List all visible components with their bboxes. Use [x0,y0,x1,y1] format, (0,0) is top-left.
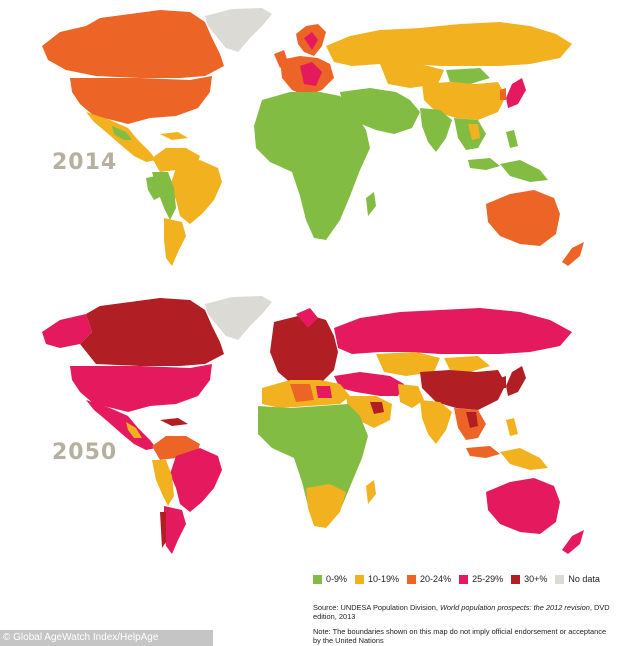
legend-label: 0-9% [326,574,348,584]
australia [486,478,560,534]
central-america [126,422,142,438]
cuba [160,418,188,426]
thailand-red [466,412,478,428]
legend-label: 30+% [524,574,548,584]
legend-swatch [355,574,365,584]
source-prefix: Source: UNDESA Population Division, [313,603,440,612]
chile-argentina [164,506,186,554]
greenland [205,8,272,52]
year-label-2014: 2014 [52,150,118,175]
legend-label: 25-29% [472,574,504,584]
legend-label: 20-24% [420,574,452,584]
source-text: Source: UNDESA Population Division, Worl… [313,603,613,621]
usa [70,364,212,412]
turkey-iran [334,372,404,396]
new-zealand [562,242,584,266]
philippines [506,418,518,436]
legend-item: 20-24% [407,574,451,584]
korea [500,376,506,388]
world-map-2050 [42,296,584,554]
mongolia-green [446,68,490,84]
russia [334,308,572,354]
source-title: World population prospects: the 2012 rev… [439,603,590,612]
legend-item: 30+% [511,574,547,584]
chile-red [160,512,166,548]
central-europe-pink [300,62,322,86]
china [420,370,506,410]
korea [500,88,506,100]
philippines [506,130,518,148]
south-cone [164,218,186,266]
indonesia-1 [468,158,500,170]
madagascar [366,192,376,216]
alaska [42,314,92,348]
mongolia [444,356,490,372]
legend-swatch [555,574,565,584]
andes-yellow [152,460,174,506]
scandinavia-pink [304,32,318,50]
legend-item: 10-19% [355,574,399,584]
gulf-red [370,402,384,414]
source-suffix: , DVD edition, 2013 [313,603,610,622]
world-map-2014 [42,8,584,266]
year-label-2050: 2050 [52,440,118,465]
central-america-green [112,126,132,140]
indonesia-2 [500,160,548,182]
indonesia-2 [500,448,548,470]
russia [326,22,572,66]
se-asia [454,118,486,150]
canada [42,10,224,78]
legend-swatch [313,574,322,584]
legend-item: 25-29% [459,574,503,584]
indonesia-1 [466,446,500,458]
madagascar [366,480,376,504]
algeria-orange [290,384,314,402]
europe [270,314,338,388]
india [420,400,452,444]
southern-africa [306,484,346,528]
thailand-yellow [468,124,480,140]
legend-label: No data [568,574,600,584]
libya-pink [316,386,332,398]
brazil [170,160,222,224]
norway-pink [296,308,318,328]
legend-swatch [511,574,521,584]
pakistan-afghan [398,384,424,408]
usa [70,76,212,124]
new-zealand [562,530,584,554]
peru-green [146,176,162,200]
japan [506,78,526,108]
legend-swatch [459,574,469,584]
greenland [205,296,272,340]
china [422,82,506,120]
note-text: Note: The boundaries shown on this map d… [313,627,607,646]
india [420,108,452,152]
legend-item: 0-9% [313,574,347,584]
central-asia [380,64,444,88]
legend-swatch [407,574,417,584]
australia [486,190,560,246]
brazil [170,448,222,512]
legend-item: No data [555,574,600,584]
cuba [160,132,188,140]
kazakhstan [376,352,440,376]
uk [274,50,288,68]
africa [254,92,370,240]
japan [506,366,526,396]
legend-label: 10-19% [368,574,400,584]
canada [80,298,224,366]
image-credit: © Global AgeWatch Index/HelpAge [0,630,213,646]
legend: 0-9% 10-19% 20-24% 25-29% 30+% No data [313,574,608,584]
